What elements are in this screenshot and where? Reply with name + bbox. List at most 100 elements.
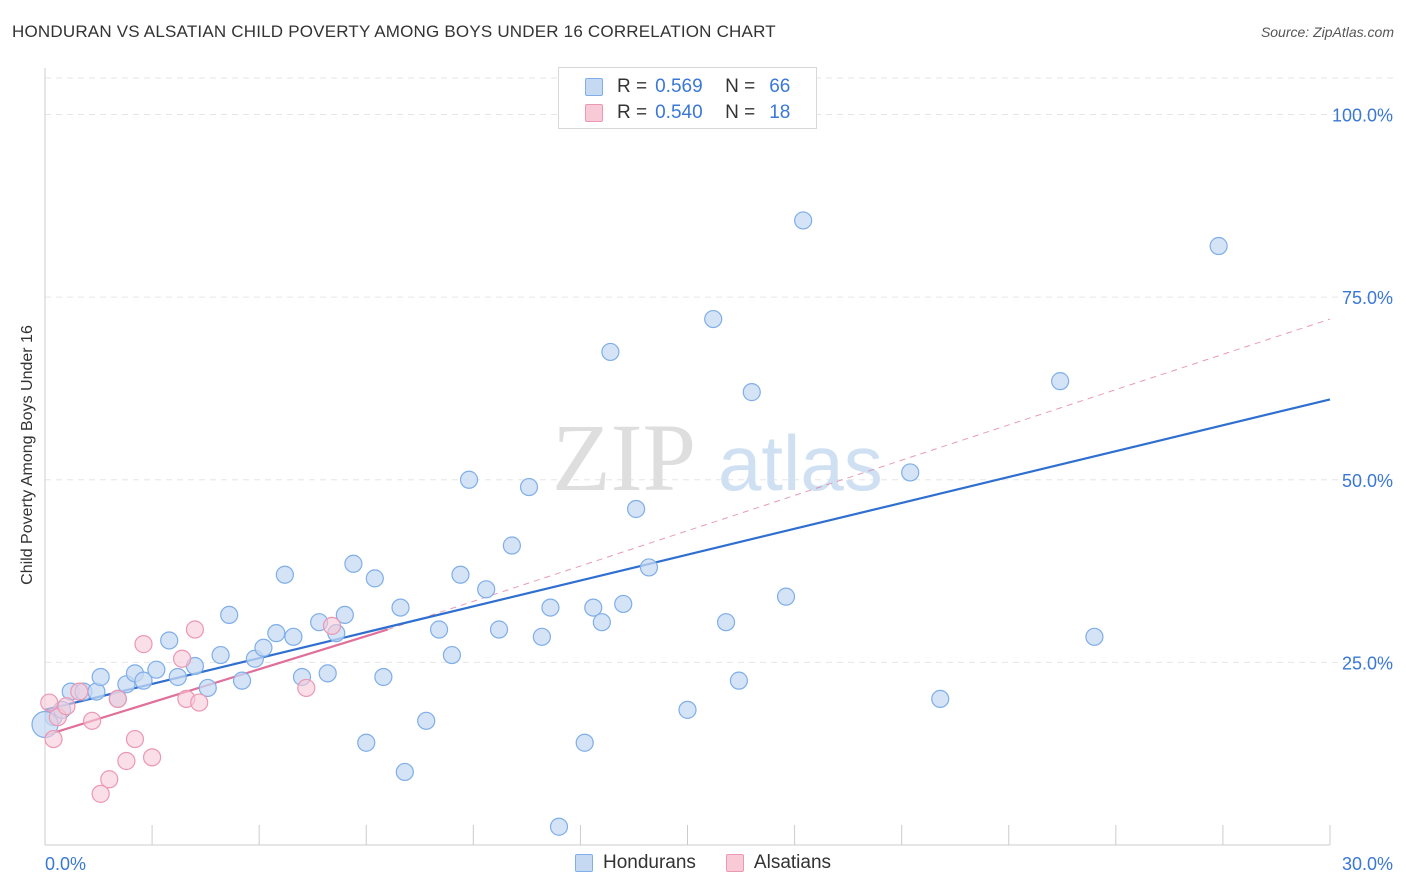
honduran-point: [442, 645, 462, 665]
honduran-point: [395, 762, 414, 782]
honduran-point: [417, 711, 436, 730]
honduran-point: [318, 664, 337, 683]
honduran-point: [626, 499, 646, 519]
r-value: 0.540: [655, 102, 703, 123]
alsatian-point: [190, 693, 209, 712]
axis-ticks: 25.0% 50.0% 75.0% 100.0% 0.0% 30.0%: [44, 106, 1393, 874]
series-legend: Hondurans Alsatians: [0, 852, 1406, 874]
legend-row-alsatians: R = 0.540 N = 18: [585, 101, 790, 125]
honduran-point: [357, 733, 376, 752]
honduran-point: [429, 620, 449, 639]
honduran-point: [91, 667, 110, 687]
n-label: N =: [725, 76, 756, 97]
y-tick-label: 50.0%: [1342, 471, 1393, 491]
honduran-point: [147, 660, 166, 679]
alsatian-point: [57, 697, 76, 716]
honduran-point: [575, 733, 594, 752]
source-label: Source: ZipAtlas.com: [1260, 24, 1394, 40]
y-tick-label: 25.0%: [1342, 653, 1393, 673]
honduran-point: [451, 565, 470, 584]
watermark: ZIP atlas: [552, 404, 883, 511]
r-label: R =: [617, 102, 648, 123]
honduran-point: [254, 638, 273, 657]
honduran-point: [678, 700, 697, 719]
honduran-point: [134, 671, 153, 690]
watermark-atlas: atlas: [718, 419, 883, 507]
honduran-point: [374, 667, 393, 687]
hondurans-legend-swatch: [574, 854, 593, 872]
legend-label-hondurans: Hondurans: [602, 852, 696, 873]
hondurans-swatch: [585, 78, 603, 96]
honduran-point: [532, 627, 551, 646]
honduran-point: [365, 569, 384, 588]
legend-label-alsatians: Alsatians: [753, 852, 832, 873]
honduran-point: [1051, 372, 1070, 391]
honduran-point: [742, 383, 761, 402]
honduran-point: [391, 598, 410, 617]
watermark-zip: ZIP: [552, 404, 696, 511]
honduran-point: [519, 477, 539, 497]
y-tick-label: 75.0%: [1342, 288, 1393, 308]
honduran-point: [267, 624, 286, 643]
alsatian-point: [185, 620, 205, 639]
correlation-legend: R = 0.569 N = 66 R = 0.540 N = 18: [558, 67, 817, 129]
alsatian-point: [172, 649, 192, 668]
n-label: N =: [725, 102, 756, 123]
honduran-point: [704, 309, 723, 329]
honduran-point: [232, 671, 252, 690]
alsatian-point: [142, 748, 162, 767]
alsatian-point: [125, 729, 145, 749]
honduran-point: [931, 689, 950, 709]
honduran-point: [344, 554, 363, 573]
legend-item-alsatians: Alsatians: [725, 852, 832, 874]
honduran-point: [275, 565, 294, 584]
honduran-point: [592, 613, 611, 632]
honduran-point: [901, 463, 920, 482]
honduran-point: [1209, 236, 1228, 256]
honduran-point: [729, 671, 749, 690]
honduran-point: [477, 580, 496, 599]
honduran-point: [716, 613, 736, 632]
alsatians-trend-extension: [387, 318, 1331, 630]
honduran-point: [220, 605, 239, 625]
honduran-point: [489, 620, 509, 639]
honduran-point: [776, 587, 796, 606]
honduran-point: [1085, 627, 1104, 646]
honduran-point: [160, 631, 179, 650]
honduran-point: [284, 627, 303, 646]
alsatians-legend-swatch: [725, 854, 744, 872]
alsatian-point: [91, 784, 110, 803]
honduran-point: [211, 645, 230, 665]
alsatian-point: [108, 689, 127, 709]
alsatian-point: [117, 751, 136, 771]
honduran-point: [794, 211, 813, 230]
honduran-point: [168, 667, 187, 687]
honduran-point: [335, 605, 354, 625]
alsatian-point: [44, 729, 63, 749]
honduran-point: [601, 342, 620, 362]
legend-item-hondurans: Hondurans: [574, 852, 696, 874]
x-tick-label: 0.0%: [45, 854, 86, 874]
alsatian-point: [83, 711, 102, 730]
alsatians-swatch: [585, 104, 603, 122]
legend-row-hondurans: R = 0.569 N = 66: [585, 75, 790, 99]
alsatians-trend-line: [44, 628, 388, 737]
alsatian-point: [322, 616, 342, 635]
x-tick-label: 30.0%: [1342, 854, 1393, 874]
honduran-point: [541, 598, 560, 617]
honduran-point: [584, 598, 603, 617]
alsatian-point: [297, 678, 316, 698]
r-value: 0.569: [655, 76, 703, 97]
y-tick-label: 100.0%: [1332, 106, 1393, 126]
alsatian-point: [100, 770, 119, 789]
hondurans-points: [31, 211, 1228, 836]
n-value: 18: [769, 102, 791, 123]
honduran-point: [549, 817, 569, 836]
honduran-point: [198, 678, 217, 698]
honduran-point: [502, 536, 521, 555]
chart-title: HONDURAN VS ALSATIAN CHILD POVERTY AMONG…: [12, 22, 776, 41]
r-label: R =: [617, 76, 648, 97]
n-value: 66: [769, 76, 791, 97]
gridlines: [45, 77, 1394, 663]
